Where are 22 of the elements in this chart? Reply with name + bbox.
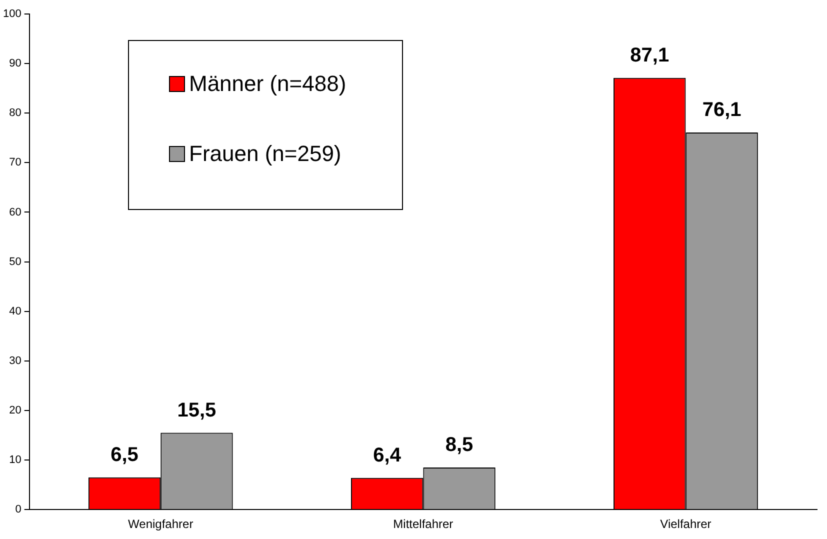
data-label: 76,1 <box>702 98 742 121</box>
y-tick-label: 70 <box>9 156 22 169</box>
y-tick-label: 100 <box>2 8 22 20</box>
y-tick-label: 10 <box>9 454 22 466</box>
data-label: 87,1 <box>630 44 670 66</box>
x-tick-label: Mittelfahrer <box>393 517 454 532</box>
data-label: 6,5 <box>110 444 138 466</box>
y-tick-label: 20 <box>9 404 22 417</box>
x-tick-label: Vielfahrer <box>660 517 712 532</box>
x-tick-label: Wenigfahrer <box>128 517 194 532</box>
data-label: 6,4 <box>373 444 402 466</box>
y-tick-label: 0 <box>15 504 22 516</box>
legend-label: Frauen (n=259) <box>189 141 342 167</box>
y-tick-label: 30 <box>9 354 22 367</box>
data-label: 8,5 <box>445 434 474 456</box>
data-label: 15,5 <box>177 399 216 422</box>
y-tick-label: 60 <box>9 206 22 218</box>
legend-label: Männer (n=488) <box>189 71 346 97</box>
y-tick-label: 40 <box>9 305 22 318</box>
y-tick-label: 50 <box>9 256 22 268</box>
y-tick-label: 90 <box>9 58 22 70</box>
y-tick-label: 80 <box>9 107 22 120</box>
